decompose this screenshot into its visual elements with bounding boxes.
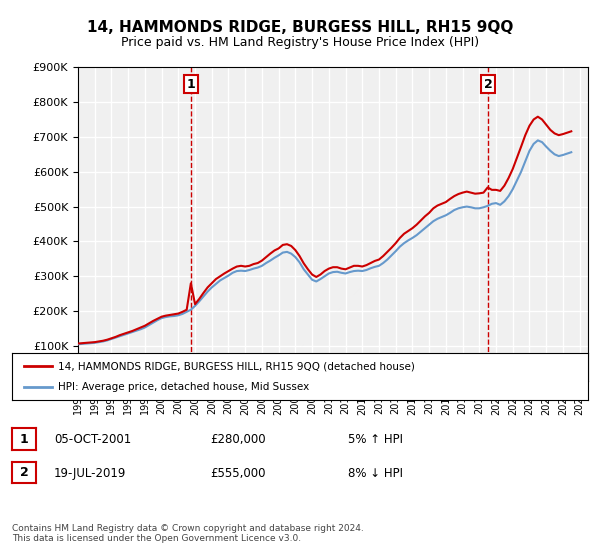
Text: 14, HAMMONDS RIDGE, BURGESS HILL, RH15 9QQ (detached house): 14, HAMMONDS RIDGE, BURGESS HILL, RH15 9… [58,361,415,371]
Text: 2: 2 [20,466,28,479]
Text: Price paid vs. HM Land Registry's House Price Index (HPI): Price paid vs. HM Land Registry's House … [121,36,479,49]
Text: 5% ↑ HPI: 5% ↑ HPI [348,433,403,446]
Text: Contains HM Land Registry data © Crown copyright and database right 2024.
This d: Contains HM Land Registry data © Crown c… [12,524,364,543]
Text: £280,000: £280,000 [210,433,266,446]
Text: 2: 2 [484,78,493,91]
Text: 1: 1 [187,78,195,91]
Text: 8% ↓ HPI: 8% ↓ HPI [348,466,403,480]
Text: 19-JUL-2019: 19-JUL-2019 [54,466,127,480]
Text: 14, HAMMONDS RIDGE, BURGESS HILL, RH15 9QQ: 14, HAMMONDS RIDGE, BURGESS HILL, RH15 9… [87,20,513,35]
Text: 1: 1 [20,432,28,446]
Text: HPI: Average price, detached house, Mid Sussex: HPI: Average price, detached house, Mid … [58,382,310,392]
Text: £555,000: £555,000 [210,466,265,480]
Text: 05-OCT-2001: 05-OCT-2001 [54,433,131,446]
